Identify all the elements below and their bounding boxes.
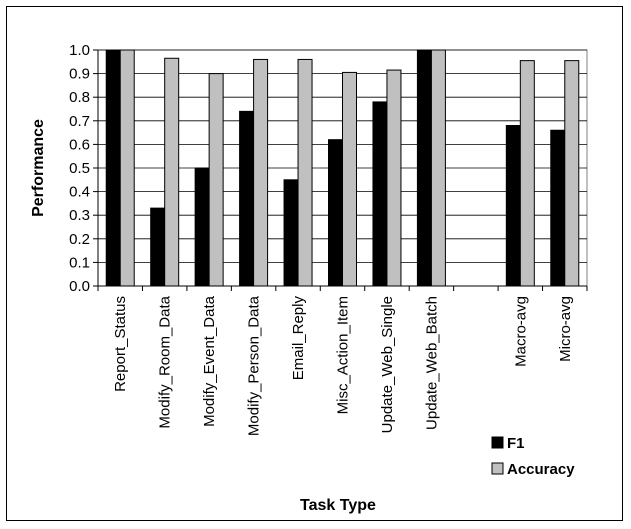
y-tick-label: 0.4 bbox=[69, 184, 90, 201]
x-tick-label: Modify_Room_Data bbox=[157, 295, 174, 428]
bar-f1 bbox=[328, 139, 343, 287]
bar-f1 bbox=[105, 49, 121, 287]
x-tick-label: Email_Reply bbox=[290, 296, 307, 381]
bar-f1 bbox=[239, 110, 255, 287]
y-tick-label: 0.0 bbox=[69, 278, 90, 295]
legend-label-f1: F1 bbox=[507, 435, 525, 452]
bar-accuracy bbox=[564, 60, 580, 287]
bar-f1 bbox=[416, 49, 432, 287]
bar-f1 bbox=[372, 101, 388, 287]
legend-swatch-f1 bbox=[491, 436, 504, 449]
bar-accuracy bbox=[386, 69, 402, 287]
y-tick-label: 0.2 bbox=[69, 231, 90, 248]
x-tick-label: Misc_Action_Item bbox=[335, 296, 352, 414]
legend-swatch-accuracy bbox=[491, 462, 504, 475]
x-tick-label: Modify_Event_Data bbox=[201, 295, 218, 427]
x-axis-title: Task Type bbox=[300, 497, 376, 514]
bar-accuracy bbox=[430, 49, 446, 287]
y-tick-label: 0.7 bbox=[69, 113, 90, 130]
x-tick-label: Report_Status bbox=[112, 296, 129, 392]
y-axis-title: Performance bbox=[30, 119, 47, 217]
bar-f1 bbox=[194, 167, 210, 287]
bar-accuracy bbox=[119, 49, 135, 287]
y-tick-label: 0.9 bbox=[69, 66, 90, 83]
bar-accuracy bbox=[164, 57, 180, 287]
x-tick-label: Macro-avg bbox=[512, 296, 529, 367]
bar-accuracy bbox=[342, 71, 357, 287]
bar-accuracy bbox=[208, 73, 224, 287]
y-tick-label: 1.0 bbox=[69, 42, 90, 59]
legend-label-accuracy: Accuracy bbox=[507, 461, 575, 478]
bar-accuracy bbox=[253, 58, 269, 287]
y-tick-label: 0.8 bbox=[69, 89, 90, 106]
bar-f1 bbox=[550, 129, 566, 287]
y-tick-label: 0.5 bbox=[69, 160, 90, 177]
bar-f1 bbox=[150, 207, 166, 287]
bar-accuracy bbox=[297, 58, 313, 287]
x-tick-label: Update_Web_Single bbox=[379, 296, 396, 433]
y-tick-label: 0.1 bbox=[69, 254, 90, 271]
y-tick-label: 0.3 bbox=[69, 207, 90, 224]
bar-f1 bbox=[283, 179, 299, 287]
bar-accuracy bbox=[519, 60, 535, 287]
x-tick-label: Update_Web_Batch bbox=[423, 296, 440, 430]
x-tick-label: Modify_Person_Data bbox=[246, 295, 263, 436]
y-tick-label: 0.6 bbox=[69, 136, 90, 153]
bar-f1 bbox=[505, 125, 521, 287]
x-tick-label: Micro-avg bbox=[557, 296, 574, 362]
